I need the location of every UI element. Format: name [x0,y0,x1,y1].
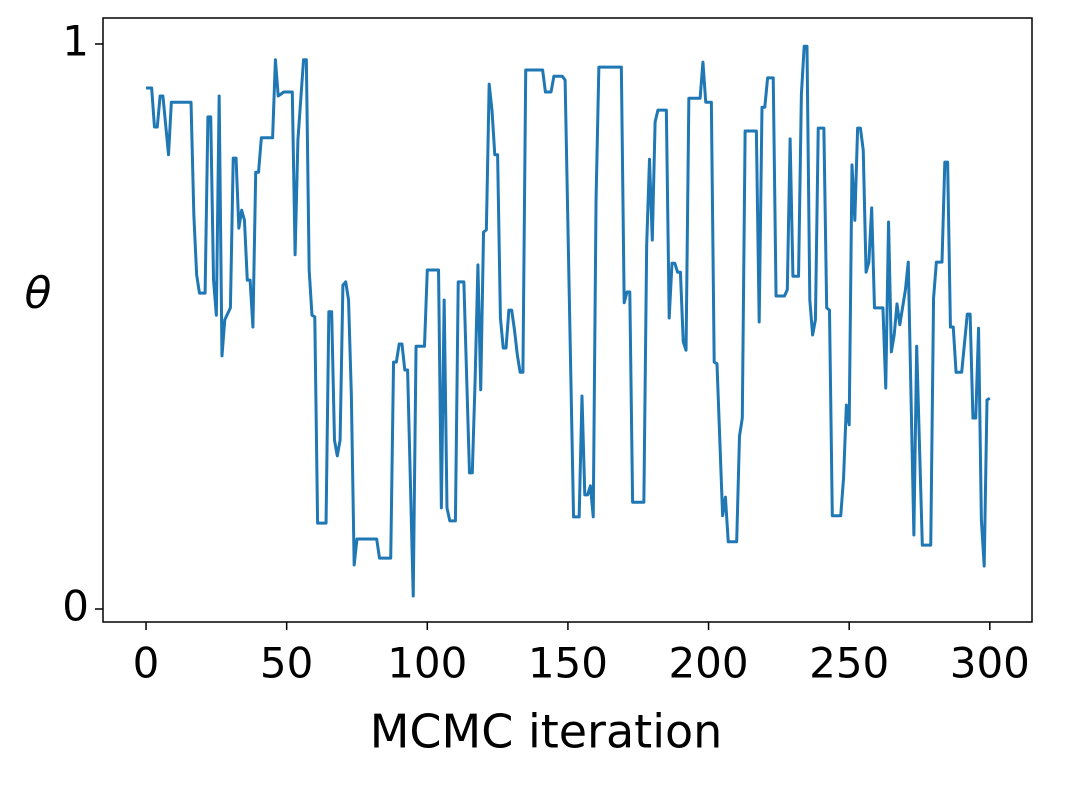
y-axis-label: θ [25,268,52,319]
x-tick-label: 300 [950,639,1030,688]
trace-line [146,44,991,598]
x-tick-label: 100 [387,639,467,688]
plot-frame [102,17,1033,623]
y-tick-label: 1 [62,16,89,65]
x-tick-label: 50 [260,639,313,688]
y-tick-label: 0 [62,582,89,631]
x-axis-label: MCMC iteration [370,705,723,759]
x-tick-label: 200 [668,639,748,688]
x-tick-label: 250 [809,639,889,688]
x-tick-label: 0 [133,639,160,688]
x-tick-label: 150 [528,639,608,688]
